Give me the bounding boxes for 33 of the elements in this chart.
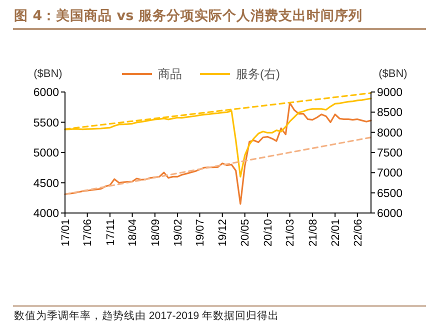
y2-tick-label: 8500 xyxy=(377,107,403,120)
y2-tick-label: 9000 xyxy=(377,87,403,100)
y2-tick-label: 7000 xyxy=(377,168,403,180)
legend-label: 服务(右) xyxy=(236,67,280,82)
x-tick-label: 18/04 xyxy=(127,219,140,247)
y2-tick-label: 8000 xyxy=(377,127,403,140)
x-tick-label: 19/12 xyxy=(217,219,230,247)
legend-label: 商品 xyxy=(158,67,182,82)
x-tick-label: 22/06 xyxy=(352,219,364,247)
y-tick-label: 6000 xyxy=(33,87,59,100)
x-tick-label: 18/09 xyxy=(150,219,162,247)
line-series xyxy=(64,102,372,205)
y-tick-label: 5500 xyxy=(33,117,59,130)
chart-title: 图 4：美国商品 vs 服务分项实际个人消费支出时间序列 xyxy=(14,7,362,24)
x-tick-label: 19/07 xyxy=(194,219,207,247)
x-tick-label: 19/02 xyxy=(172,219,184,247)
x-tick-label: 21/03 xyxy=(284,219,297,247)
x-tick-label: 17/01 xyxy=(60,219,72,247)
x-tick-label: 17/11 xyxy=(104,219,117,246)
y2-tick-label: 6000 xyxy=(377,208,403,220)
x-tick-label: 22/01 xyxy=(330,219,342,247)
x-tick-label: 20/10 xyxy=(262,219,274,247)
y-tick-label: 5000 xyxy=(33,148,59,160)
text: 数值为季调年率，趋势线由 2017-2019 年数据回归得出 xyxy=(14,309,280,322)
x-tick-label: 17/06 xyxy=(82,219,94,247)
x-tick-label: 20/05 xyxy=(240,219,252,247)
y2-tick-label: 6500 xyxy=(377,188,403,200)
y2-tick-label: 7500 xyxy=(377,148,403,160)
y-tick-label: 4500 xyxy=(33,178,59,190)
y-tick-label: 4000 xyxy=(33,208,59,220)
x-tick-label: 21/08 xyxy=(307,219,320,247)
y2-axis-title: ($BN) xyxy=(378,68,408,80)
y-axis-title: ($BN) xyxy=(34,68,62,80)
